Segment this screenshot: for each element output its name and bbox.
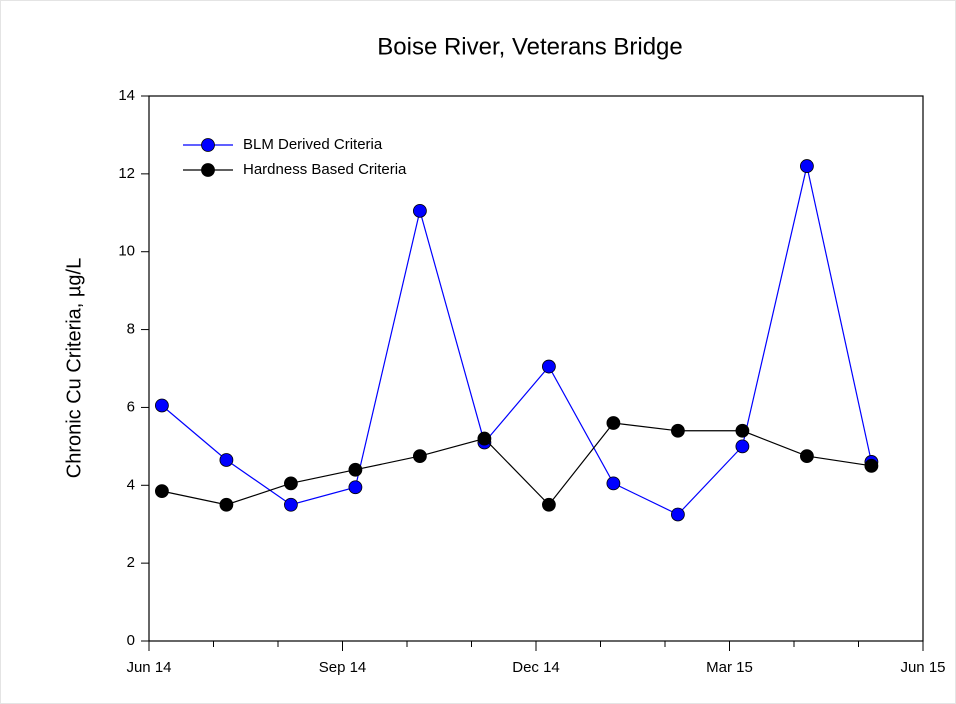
marker (348, 480, 363, 495)
y-tick-label: 12 (118, 165, 135, 182)
x-tick-label: Jun 14 (126, 659, 171, 676)
y-tick-label: 10 (118, 243, 135, 260)
marker (606, 476, 621, 491)
marker (154, 398, 169, 413)
y-tick-label: 6 (127, 398, 135, 415)
x-tick-label: Dec 14 (512, 659, 560, 676)
y-axis-label: Chronic Cu Criteria, µg/L (63, 258, 85, 479)
marker (283, 497, 298, 512)
marker (671, 423, 685, 438)
legend-marker (201, 163, 215, 177)
marker (477, 431, 492, 446)
line (161, 422, 872, 506)
marker (735, 439, 750, 454)
x-tick-label: Jun 15 (900, 659, 945, 676)
marker (412, 449, 427, 463)
marker (219, 453, 234, 467)
legend-marker (201, 138, 215, 152)
marker (542, 497, 556, 512)
marker (348, 462, 363, 477)
y-tick-label: 0 (127, 632, 135, 649)
marker (283, 476, 298, 491)
marker (800, 159, 814, 173)
marker (412, 203, 427, 218)
marker (864, 458, 879, 473)
marker (542, 359, 556, 374)
y-tick-label: 8 (127, 321, 135, 338)
x-tick-label: Mar 15 (706, 659, 753, 676)
y-tick-label: 14 (118, 87, 135, 104)
marker (800, 449, 814, 463)
legend-label: BLM Derived Criteria (243, 136, 383, 153)
marker (735, 423, 750, 438)
line (161, 165, 872, 516)
y-tick-label: 2 (127, 554, 135, 571)
marker (671, 507, 685, 522)
x-tick-label: Sep 14 (319, 659, 367, 676)
chart-title: Boise River, Veterans Bridge (377, 33, 683, 60)
marker (219, 497, 234, 512)
y-tick-label: 4 (127, 476, 135, 493)
marker (606, 416, 621, 430)
legend-label: Hardness Based Criteria (243, 161, 407, 178)
marker (154, 484, 169, 499)
